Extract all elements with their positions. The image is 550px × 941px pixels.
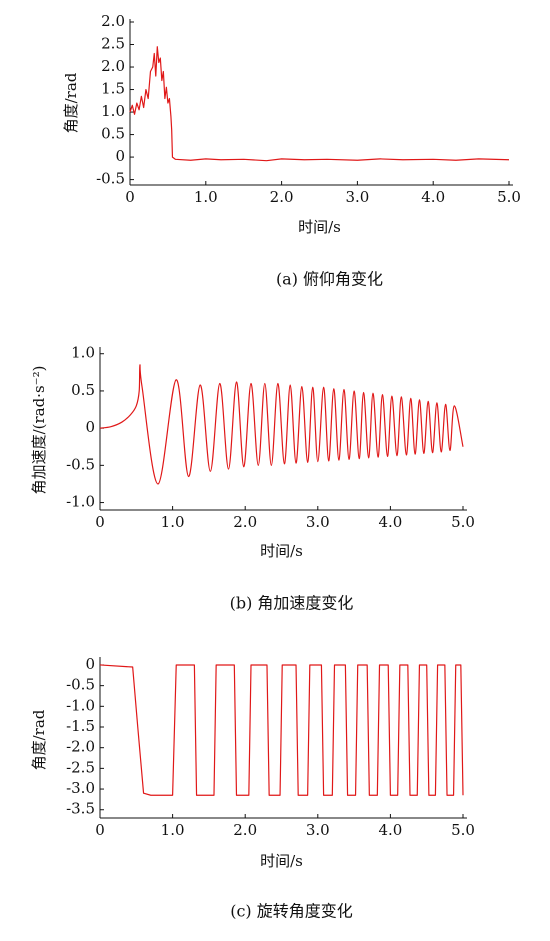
data-line (99, 664, 464, 796)
y-tick-label: 0.5 (101, 125, 125, 143)
y-axis-label: 角度/rad (62, 72, 80, 133)
x-tick-label: 0 (125, 188, 135, 206)
caption: (b) 角加速度变化 (230, 594, 354, 613)
y-tick-label: 1.0 (101, 102, 125, 120)
x-tick-label: 2.0 (233, 821, 257, 839)
y-tick-label: -0.5 (66, 455, 95, 473)
x-tick-label: 0 (95, 513, 105, 531)
x-tick-label: 3.0 (345, 188, 369, 206)
x-tick-label: 1.0 (161, 821, 185, 839)
y-tick-label: -2.0 (66, 738, 95, 756)
x-tick-label: 4.0 (378, 513, 402, 531)
x-tick-label: 3.0 (306, 821, 330, 839)
y-tick-label: 0 (85, 655, 95, 673)
y-tick-label: -1.0 (66, 696, 95, 714)
y-tick-label: 0.5 (71, 381, 95, 399)
x-tick-label: 5.0 (451, 821, 475, 839)
x-tick-label: 5.0 (451, 513, 475, 531)
data-line (129, 46, 510, 162)
x-tick-label: 5.0 (497, 188, 521, 206)
x-tick-label: 2.0 (233, 513, 257, 531)
y-tick-label: -1.0 (66, 493, 95, 511)
x-tick-label: 1.0 (194, 188, 218, 206)
y-axis-label: 角加速度/(rad·s⁻²) (30, 366, 48, 495)
x-tick-label: 0 (95, 821, 105, 839)
y-tick-label: 1.0 (71, 344, 95, 362)
y-tick-label: -0.5 (66, 676, 95, 694)
x-tick-label: 2.0 (270, 188, 294, 206)
y-tick-label: 2.5 (101, 35, 125, 53)
x-tick-label: 4.0 (421, 188, 445, 206)
y-tick-label: -3.0 (66, 779, 95, 797)
x-tick-label: 1.0 (161, 513, 185, 531)
x-axis-label: 时间/s (260, 852, 303, 870)
x-axis-label: 时间/s (260, 542, 303, 560)
y-tick-label: -0.5 (96, 170, 125, 188)
x-tick-label: 4.0 (378, 821, 402, 839)
y-tick-label: 2.0 (101, 57, 125, 75)
y-tick-label: 0 (85, 418, 95, 436)
y-tick-label: -2.5 (66, 758, 95, 776)
y-axis-label: 角度/rad (30, 709, 48, 770)
caption: (a) 俯仰角变化 (276, 270, 383, 289)
caption: (c) 旋转角度变化 (230, 902, 353, 921)
y-tick-label: 1.5 (101, 80, 125, 98)
y-tick-label: 2.0 (101, 12, 125, 30)
data-line (99, 364, 464, 485)
y-tick-label: -3.5 (66, 800, 95, 818)
x-tick-label: 3.0 (306, 513, 330, 531)
x-axis-label: 时间/s (298, 218, 341, 236)
y-tick-label: -1.5 (66, 717, 95, 735)
y-tick-label: 0 (115, 147, 125, 165)
